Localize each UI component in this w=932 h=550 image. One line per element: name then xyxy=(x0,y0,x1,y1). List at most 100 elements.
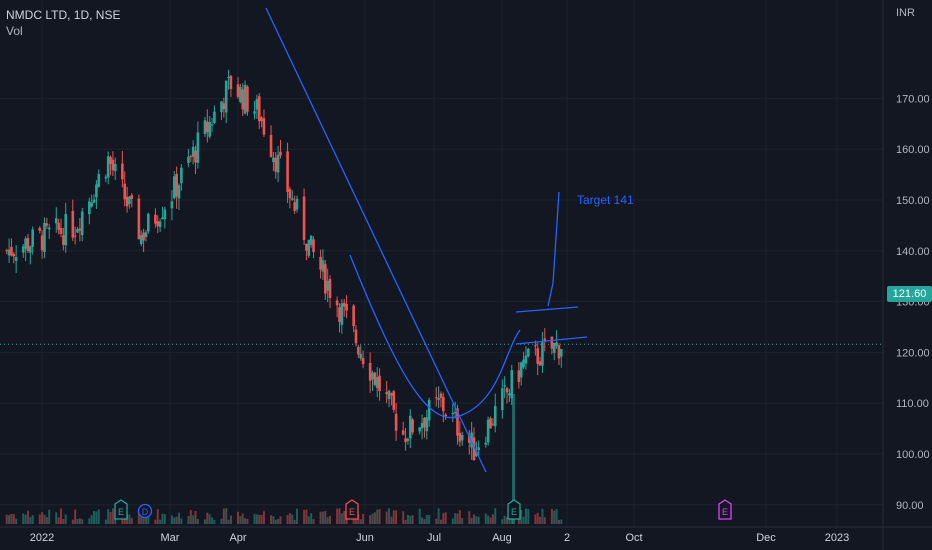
candle-body xyxy=(394,413,398,431)
candle-body xyxy=(5,250,9,252)
candle-body xyxy=(158,221,162,228)
candle-body xyxy=(324,264,327,294)
candle-body xyxy=(493,406,497,427)
volume-bar xyxy=(5,514,8,524)
volume-bar xyxy=(154,519,157,524)
candle-body xyxy=(113,163,117,172)
candle-body xyxy=(175,173,178,197)
candle-body xyxy=(489,418,492,429)
volume-label[interactable]: Vol xyxy=(6,24,23,38)
x-tick-label: 2022 xyxy=(30,532,54,544)
volume-bar xyxy=(458,510,461,524)
volume-bar xyxy=(409,515,412,524)
candle-body xyxy=(401,430,405,435)
volume-bar xyxy=(239,516,242,524)
candle-body xyxy=(375,377,379,389)
candle-body xyxy=(335,300,339,306)
event-marker: E xyxy=(507,499,521,520)
volume-bar xyxy=(90,515,93,524)
volume-bar xyxy=(491,514,494,524)
candle-body xyxy=(80,211,84,236)
symbol-title[interactable]: NMDC LTD, 1D, NSE xyxy=(6,8,121,22)
volume-bar xyxy=(524,508,527,524)
candle-body xyxy=(111,159,115,171)
candle-body xyxy=(257,96,261,122)
candle-body xyxy=(253,111,256,114)
candle-body xyxy=(437,398,440,401)
volume-bar xyxy=(345,519,348,524)
candle-body xyxy=(194,150,197,163)
volume-bar xyxy=(208,514,211,524)
volume-bar xyxy=(178,512,180,524)
candle-body xyxy=(40,235,44,251)
candle-body xyxy=(501,388,504,411)
candle-body xyxy=(434,397,438,399)
candle-body xyxy=(484,442,488,445)
candle-body xyxy=(276,154,280,173)
candle-body xyxy=(451,413,455,415)
volume-bar xyxy=(321,511,324,524)
volume-bar xyxy=(192,515,195,524)
y-tick-label: 160.00 xyxy=(896,144,930,156)
candle-body xyxy=(536,348,540,364)
candle-body xyxy=(255,99,259,110)
candle-body xyxy=(31,229,34,247)
volume-bar xyxy=(435,518,438,524)
volume-bar xyxy=(88,518,91,524)
candle-body xyxy=(10,246,13,256)
candle-body xyxy=(90,202,93,207)
volume-bar xyxy=(45,517,48,524)
volume-bar xyxy=(501,519,504,524)
volume-bar xyxy=(48,509,51,524)
volume-bar xyxy=(510,517,513,524)
candle-body xyxy=(222,103,226,110)
volume-bar xyxy=(74,509,77,524)
volume-bar xyxy=(303,509,306,524)
volume-bar xyxy=(81,519,84,524)
x-tick-label: Dec xyxy=(756,532,776,544)
volume-bar xyxy=(253,513,256,524)
candle-body xyxy=(95,184,98,198)
volume-bar xyxy=(411,515,414,524)
candle-body xyxy=(269,134,273,157)
candle-body xyxy=(106,156,110,178)
candle-body xyxy=(475,451,478,456)
price-axis[interactable]: 80.0090.00100.00110.00120.00130.00140.00… xyxy=(882,0,930,550)
volume-bar xyxy=(336,508,339,524)
volume-bar xyxy=(196,518,199,524)
candle-body xyxy=(357,346,360,355)
x-tick-label: Apr xyxy=(229,532,246,544)
candlestick-series xyxy=(5,69,563,461)
candle-body xyxy=(191,146,195,157)
volume-bar xyxy=(227,519,230,524)
volume-bar xyxy=(187,515,190,524)
volume-bar xyxy=(406,514,409,524)
volume-bar xyxy=(461,517,464,524)
volume-bar xyxy=(173,517,176,524)
candle-body xyxy=(104,176,108,179)
flag-upper-line xyxy=(515,306,579,313)
last-price-tag: 121.60 xyxy=(887,286,932,302)
candle-body xyxy=(361,358,365,365)
volume-bar xyxy=(175,516,178,524)
candle-body xyxy=(307,239,311,256)
volume-bar xyxy=(395,510,398,524)
candle-body xyxy=(206,121,209,133)
candle-body xyxy=(390,393,393,396)
candle-body xyxy=(227,76,230,79)
candle-body xyxy=(392,391,396,410)
y-tick-label: 150.00 xyxy=(896,195,930,207)
volume-bar xyxy=(385,511,388,524)
candle-body xyxy=(45,223,49,226)
volume-bar xyxy=(425,514,428,524)
volume-bar xyxy=(468,511,471,524)
volume-bar xyxy=(404,519,407,524)
candle-body xyxy=(408,415,412,439)
candle-body xyxy=(550,336,554,349)
volume-bar xyxy=(442,513,445,524)
volume-bar xyxy=(402,511,405,524)
time-axis[interactable]: 2022 Mar Apr Jun Jul Aug 2 Oct Dec 2023 xyxy=(0,526,932,544)
volume-bar xyxy=(130,517,133,524)
event-letter: E xyxy=(511,507,517,517)
